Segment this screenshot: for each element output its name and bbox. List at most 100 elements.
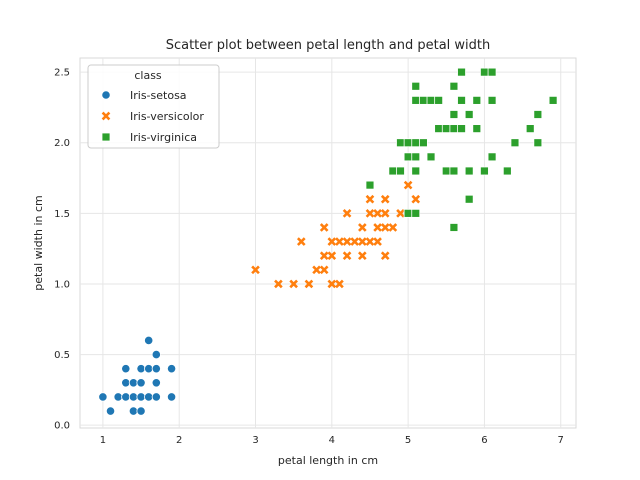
iris-versicolor-point	[365, 237, 375, 246]
legend-marker-iris-versicolor	[101, 111, 111, 121]
iris-setosa-point	[121, 392, 131, 402]
iris-virginica-point	[426, 95, 436, 105]
iris-versicolor-point	[380, 223, 390, 232]
iris-virginica-point	[403, 208, 413, 218]
iris-versicolor-point	[312, 265, 321, 275]
iris-versicolor-point	[380, 194, 390, 204]
iris-setosa-point	[136, 406, 146, 416]
iris-versicolor-point	[388, 223, 398, 232]
iris-setosa-point	[105, 406, 116, 416]
iris-setosa-point	[136, 364, 146, 374]
iris-virginica-point	[441, 166, 451, 176]
x-tick-label: 1	[100, 435, 106, 446]
y-tick-label: 1.0	[54, 279, 70, 290]
iris-virginica-point	[457, 95, 466, 105]
iris-versicolor-point	[403, 180, 413, 190]
iris-virginica-point	[411, 138, 421, 148]
ticks: 1 2 3 4 5 6 7 0.0 0.5 1.0 1.5 2.0 2.5	[54, 68, 564, 446]
iris-virginica-point	[502, 166, 512, 176]
iris-versicolor-point	[289, 279, 298, 289]
iris-setosa-point	[144, 364, 154, 374]
iris-virginica-point	[441, 124, 451, 134]
iris-versicolor-point	[335, 279, 344, 289]
iris-virginica-point	[472, 95, 482, 105]
iris-setosa-point	[136, 378, 146, 388]
iris-setosa-point	[144, 335, 154, 346]
iris-versicolor-point	[327, 237, 337, 246]
iris-virginica-point	[449, 166, 459, 176]
legend-label-iris-virginica: Iris-virginica	[130, 131, 197, 144]
iris-virginica-point	[487, 67, 497, 77]
y-tick-label: 2.0	[54, 138, 70, 149]
iris-setosa-point	[151, 364, 161, 374]
iris-virginica-point	[457, 124, 466, 134]
x-tick-label: 5	[405, 435, 411, 446]
legend-label-iris-versicolor: Iris-versicolor	[130, 110, 204, 123]
iris-virginica-point	[487, 152, 497, 162]
legend-box	[87, 64, 220, 149]
iris-versicolor-point	[274, 279, 283, 289]
iris-setosa-point	[151, 392, 161, 402]
iris-virginica-point	[480, 166, 489, 176]
iris-virginica-point	[449, 81, 459, 91]
iris-virginica-point	[396, 138, 405, 148]
iris-versicolor-point	[350, 237, 360, 246]
iris-versicolor-point	[296, 237, 306, 246]
iris-versicolor-point	[373, 237, 382, 246]
iris-versicolor-point	[396, 209, 405, 218]
y-tick-label: 2.5	[54, 68, 70, 79]
iris-versicolor-point	[251, 265, 260, 275]
legend-label-iris-setosa: Iris-setosa	[130, 89, 187, 102]
iris-versicolor-point	[373, 223, 382, 232]
iris-virginica-point	[403, 138, 413, 148]
iris-setosa-point	[166, 364, 177, 374]
x-tick-label: 3	[252, 435, 258, 446]
iris-setosa-point	[166, 392, 177, 402]
iris-setosa-point	[151, 349, 161, 360]
iris-virginica-point	[464, 194, 474, 204]
iris-virginica-point	[403, 152, 413, 162]
iris-virginica-point	[480, 67, 489, 77]
iris-virginica-point	[411, 95, 421, 105]
iris-virginica-point	[525, 124, 535, 134]
iris-versicolor-point	[358, 237, 367, 246]
iris-virginica-point	[533, 110, 543, 119]
y-tick-label: 0.0	[54, 421, 70, 432]
y-tick-label: 1.5	[54, 209, 70, 220]
iris-virginica-point	[418, 138, 428, 148]
iris-setosa-point	[128, 378, 139, 388]
iris-versicolor-point	[380, 209, 390, 218]
x-tick-label: 6	[481, 435, 487, 446]
iris-virginica-point	[464, 166, 474, 176]
iris-setosa-point	[144, 392, 154, 402]
iris-versicolor-point	[304, 279, 314, 289]
legend: class Iris-setosa Iris-versicolor Iris-vir…	[87, 64, 220, 149]
iris-virginica-point	[487, 95, 497, 105]
iris-setosa-point	[128, 392, 139, 402]
iris-setosa-point	[121, 378, 131, 388]
iris-virginica-point	[449, 110, 459, 119]
iris-versicolor-point	[380, 251, 390, 261]
data-points	[98, 67, 558, 416]
iris-versicolor-point	[365, 194, 375, 204]
iris-versicolor-point	[411, 194, 421, 204]
iris-virginica-point	[449, 223, 459, 232]
legend-marker-iris-setosa	[101, 90, 111, 100]
iris-virginica-point	[457, 67, 466, 77]
iris-setosa-point	[151, 378, 161, 388]
iris-virginica-point	[411, 166, 421, 176]
iris-virginica-point	[411, 208, 421, 218]
chart-title: Scatter plot between petal length and pe…	[166, 38, 491, 53]
iris-versicolor-point	[365, 209, 375, 218]
iris-versicolor-point	[342, 237, 352, 246]
iris-setosa-point	[121, 364, 131, 374]
iris-setosa-point	[136, 392, 146, 402]
iris-versicolor-point	[319, 223, 329, 232]
iris-versicolor-point	[319, 251, 329, 261]
y-axis-label: petal width in cm	[32, 195, 45, 290]
iris-versicolor-point	[327, 279, 337, 289]
x-tick-label: 4	[329, 435, 335, 446]
legend-marker-iris-virginica	[101, 132, 111, 142]
iris-versicolor-point	[335, 237, 344, 246]
